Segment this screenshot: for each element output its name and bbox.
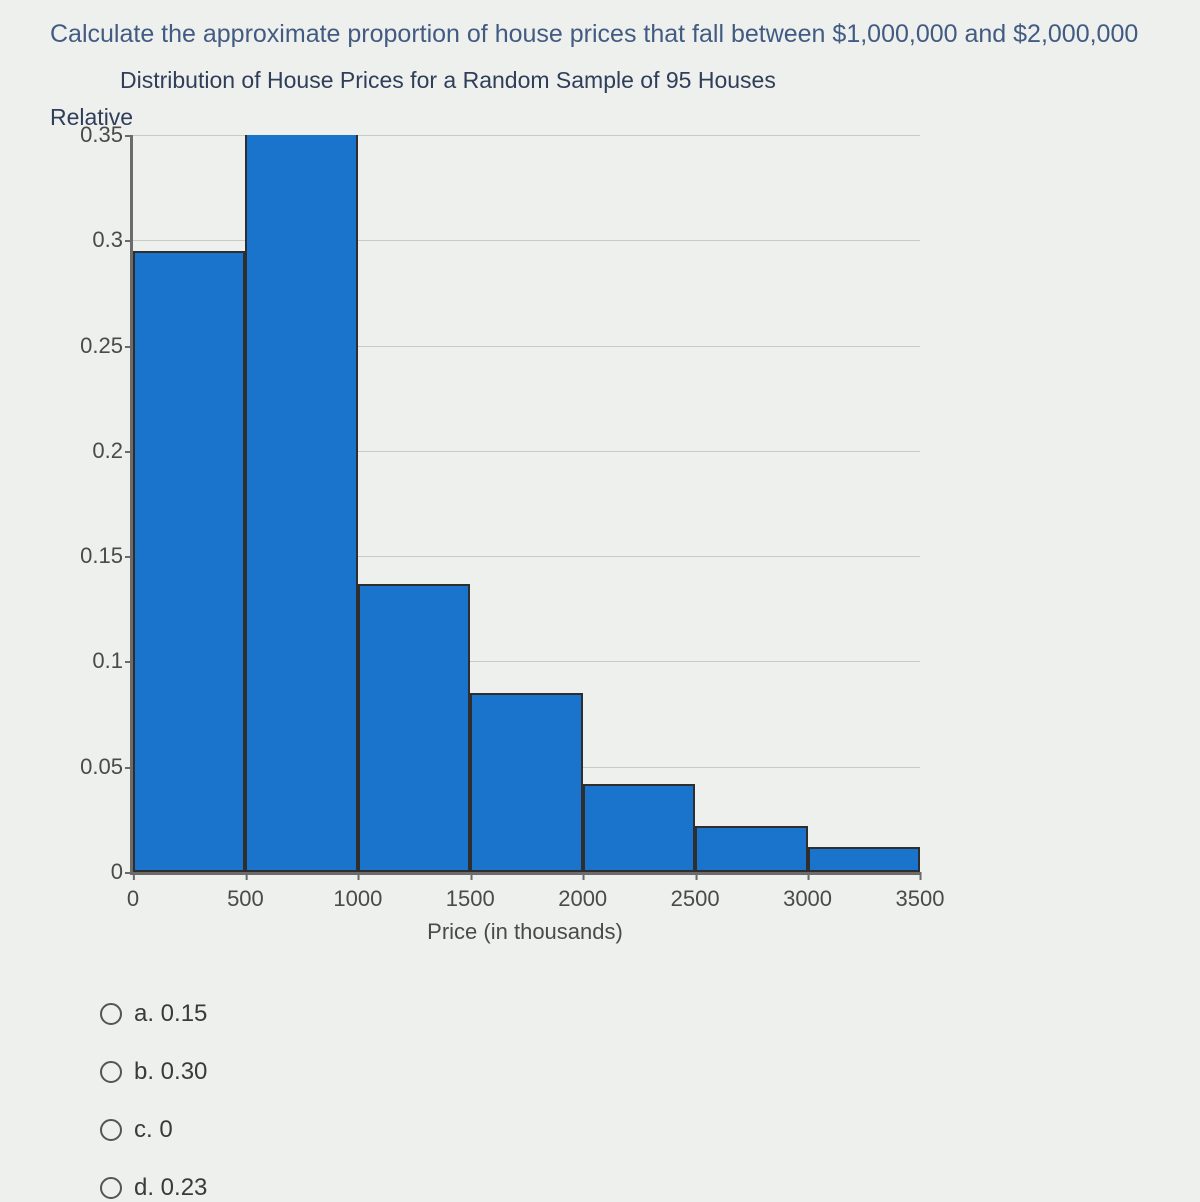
histogram-chart: 00.050.10.150.20.250.30.3505001000150020… [50, 135, 1200, 945]
histogram-bar [808, 847, 920, 872]
y-tick-label: 0.15 [80, 543, 133, 569]
chart-title: Distribution of House Prices for a Rando… [120, 67, 1200, 94]
x-tick-label: 0 [127, 872, 139, 912]
histogram-bar [133, 251, 245, 872]
histogram-bar [245, 118, 357, 872]
x-tick-label: 2500 [671, 872, 720, 912]
answer-option-c[interactable]: c. 0 [100, 1116, 1200, 1144]
radio-icon[interactable] [100, 1003, 122, 1025]
answer-option-b[interactable]: b. 0.30 [100, 1058, 1200, 1086]
histogram-bar [470, 693, 582, 872]
question-text: Calculate the approximate proportion of … [50, 20, 1200, 49]
answer-option-d[interactable]: d. 0.23 [100, 1174, 1200, 1202]
x-axis-label: Price (in thousands) [130, 919, 920, 945]
radio-icon[interactable] [100, 1061, 122, 1083]
y-tick-label: 0.1 [92, 648, 133, 674]
plot-area: 00.050.10.150.20.250.30.3505001000150020… [130, 135, 920, 875]
histogram-bar [583, 784, 695, 872]
answer-option-a[interactable]: a. 0.15 [100, 1000, 1200, 1028]
option-label: c. 0 [134, 1116, 173, 1144]
radio-icon[interactable] [100, 1177, 122, 1199]
x-tick-label: 500 [227, 872, 264, 912]
histogram-bar [695, 826, 807, 872]
y-tick-label: 0.35 [80, 122, 133, 148]
x-tick-label: 2000 [558, 872, 607, 912]
radio-icon[interactable] [100, 1119, 122, 1141]
option-label: a. 0.15 [134, 1000, 207, 1028]
x-tick-label: 1000 [333, 872, 382, 912]
y-tick-label: 0.25 [80, 333, 133, 359]
y-tick-label: 0.3 [92, 227, 133, 253]
x-tick-label: 1500 [446, 872, 495, 912]
option-label: d. 0.23 [134, 1174, 207, 1202]
y-tick-label: 0.05 [80, 754, 133, 780]
answer-options: a. 0.15 b. 0.30 c. 0 d. 0.23 [100, 1000, 1200, 1202]
x-tick-label: 3000 [783, 872, 832, 912]
x-tick-label: 3500 [896, 872, 945, 912]
histogram-bar [358, 584, 470, 872]
option-label: b. 0.30 [134, 1058, 207, 1086]
y-tick-label: 0.2 [92, 438, 133, 464]
